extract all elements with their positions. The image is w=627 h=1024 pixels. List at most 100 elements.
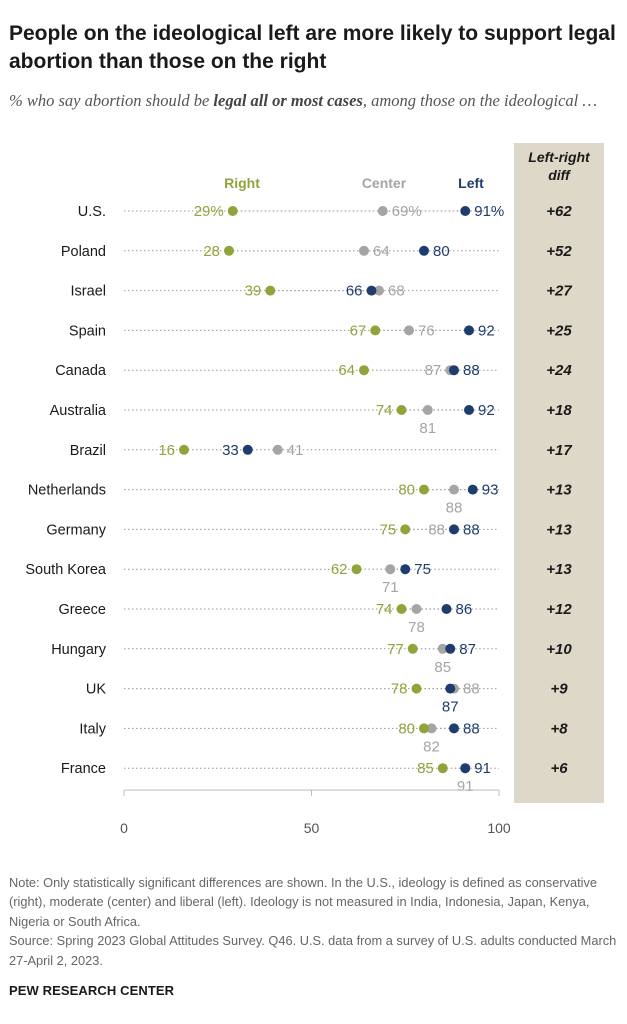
country-label: Hungary: [51, 642, 107, 658]
center-dot: [404, 325, 414, 336]
center-value-label: 88: [428, 521, 445, 538]
chart-notes: Note: Only statistically significant dif…: [9, 873, 619, 970]
x-axis-ticks: 0 50 100: [120, 790, 511, 836]
left-value-label: 92: [478, 322, 495, 339]
diff-value: +17: [546, 442, 572, 459]
center-value-label: 88: [446, 500, 463, 517]
right-value-label: 77: [387, 641, 404, 658]
left-value-label: 91%: [474, 203, 504, 220]
center-value-label: 91: [457, 778, 474, 795]
country-label: Canada: [55, 363, 107, 379]
center-dot: [377, 206, 388, 216]
x-tick-label: 0: [120, 820, 128, 836]
right-value-label: 67: [350, 322, 367, 339]
right-dot: [396, 604, 407, 614]
center-dot: [374, 285, 384, 296]
center-value-label: 85: [434, 659, 451, 676]
chart-row: South Korea 62 71 75 +13: [25, 561, 572, 596]
x-tick-label: 50: [304, 820, 320, 836]
chart-row: Canada 64 87 88 +24: [55, 362, 572, 379]
right-dot: [437, 763, 448, 774]
center-dot: [272, 444, 283, 455]
diff-panel: [514, 143, 604, 803]
right-value-label: 75: [380, 521, 397, 538]
right-value-label: 16: [158, 442, 175, 459]
right-value-label: 29%: [194, 203, 224, 220]
center-dot: [422, 405, 433, 415]
left-value-label: 87: [442, 699, 459, 716]
country-label: Australia: [50, 403, 107, 419]
center-dot: [449, 484, 459, 495]
chart-rows: U.S. 29% 69% 91% +62 Poland 28 64 80 +52 Israel 39 6…: [25, 203, 572, 795]
country-label: U.S.: [78, 204, 106, 220]
left-value-label: 88: [463, 720, 480, 737]
dot-plot-chart: Left-right diff Right Center Left U.S. 29…: [25, 143, 604, 836]
x-tick-label: 100: [487, 820, 511, 836]
subtitle-lead: % who say abortion should be: [9, 91, 214, 110]
right-value-label: 64: [338, 362, 355, 379]
diff-value: +6: [550, 760, 568, 777]
left-value-label: 88: [463, 362, 480, 379]
diff-value: +12: [546, 601, 572, 618]
right-dot: [179, 444, 189, 455]
left-dot: [464, 325, 474, 336]
right-value-label: 74: [376, 402, 393, 419]
chart-row: Australia 74 81 92 +18: [50, 402, 573, 437]
right-dot: [419, 723, 429, 734]
center-value-label: 68: [388, 283, 405, 300]
right-dot: [411, 683, 422, 694]
source-text: Source: Spring 2023 Global Attitudes Sur…: [9, 933, 617, 968]
chart-row: Netherlands 80 88 93 +13: [28, 482, 573, 517]
left-dot: [366, 285, 377, 296]
center-value-label: 76: [418, 322, 435, 339]
diff-value: +24: [546, 362, 572, 379]
right-value-label: 28: [203, 243, 220, 260]
country-label: France: [61, 761, 106, 777]
center-value-label: 64: [373, 243, 390, 260]
left-value-label: 88: [463, 521, 480, 538]
chart-row: Italy 80 82 88 +8: [79, 720, 568, 755]
diff-value: +18: [546, 402, 572, 419]
diff-value: +27: [546, 283, 572, 300]
center-dot: [426, 723, 437, 734]
diff-value: +52: [546, 243, 572, 260]
left-value-label: 91: [474, 760, 491, 777]
diff-value: +62: [546, 203, 572, 220]
right-dot: [419, 484, 429, 495]
chart-row: Greece 74 78 86 +12: [58, 601, 572, 636]
diff-header-line-2: diff: [548, 167, 571, 183]
right-value-label: 74: [376, 601, 393, 618]
right-value-label: 80: [398, 720, 415, 737]
center-dot: [411, 604, 422, 614]
country-label: Brazil: [70, 443, 106, 459]
right-dot: [351, 564, 362, 575]
chart-row: Israel 39 66 68 +27: [71, 283, 573, 300]
country-label: Poland: [61, 244, 106, 260]
chart-title: People on the ideological left are more …: [9, 22, 616, 73]
center-value-label: 88: [463, 681, 480, 698]
subtitle-tail: , among those on the ideological …: [362, 91, 598, 110]
left-value-label: 87: [459, 641, 476, 658]
left-value-label: 86: [456, 601, 473, 618]
country-label: UK: [86, 682, 106, 698]
left-value-label: 92: [478, 402, 495, 419]
right-dot: [359, 365, 369, 376]
right-value-label: 39: [245, 283, 262, 300]
center-value-label: 71: [382, 579, 399, 596]
center-value-label: 78: [408, 619, 425, 636]
center-value-label: 82: [423, 738, 440, 755]
diff-value: +10: [546, 641, 572, 658]
note-text: Note: Only statistically significant dif…: [9, 875, 598, 929]
left-value-label: 66: [346, 283, 363, 300]
country-label: Greece: [58, 602, 106, 618]
diff-value: +25: [546, 322, 572, 339]
chart-row: Brazil 16 33 41 +17: [70, 442, 573, 459]
left-value-label: 33: [222, 442, 239, 459]
center-value-label: 81: [419, 420, 436, 437]
subtitle-emphasis: legal all or most cases: [213, 91, 363, 110]
diff-value: +13: [546, 482, 572, 499]
left-value-label: 93: [482, 482, 499, 499]
left-dot: [464, 405, 474, 415]
right-dot: [265, 285, 276, 296]
